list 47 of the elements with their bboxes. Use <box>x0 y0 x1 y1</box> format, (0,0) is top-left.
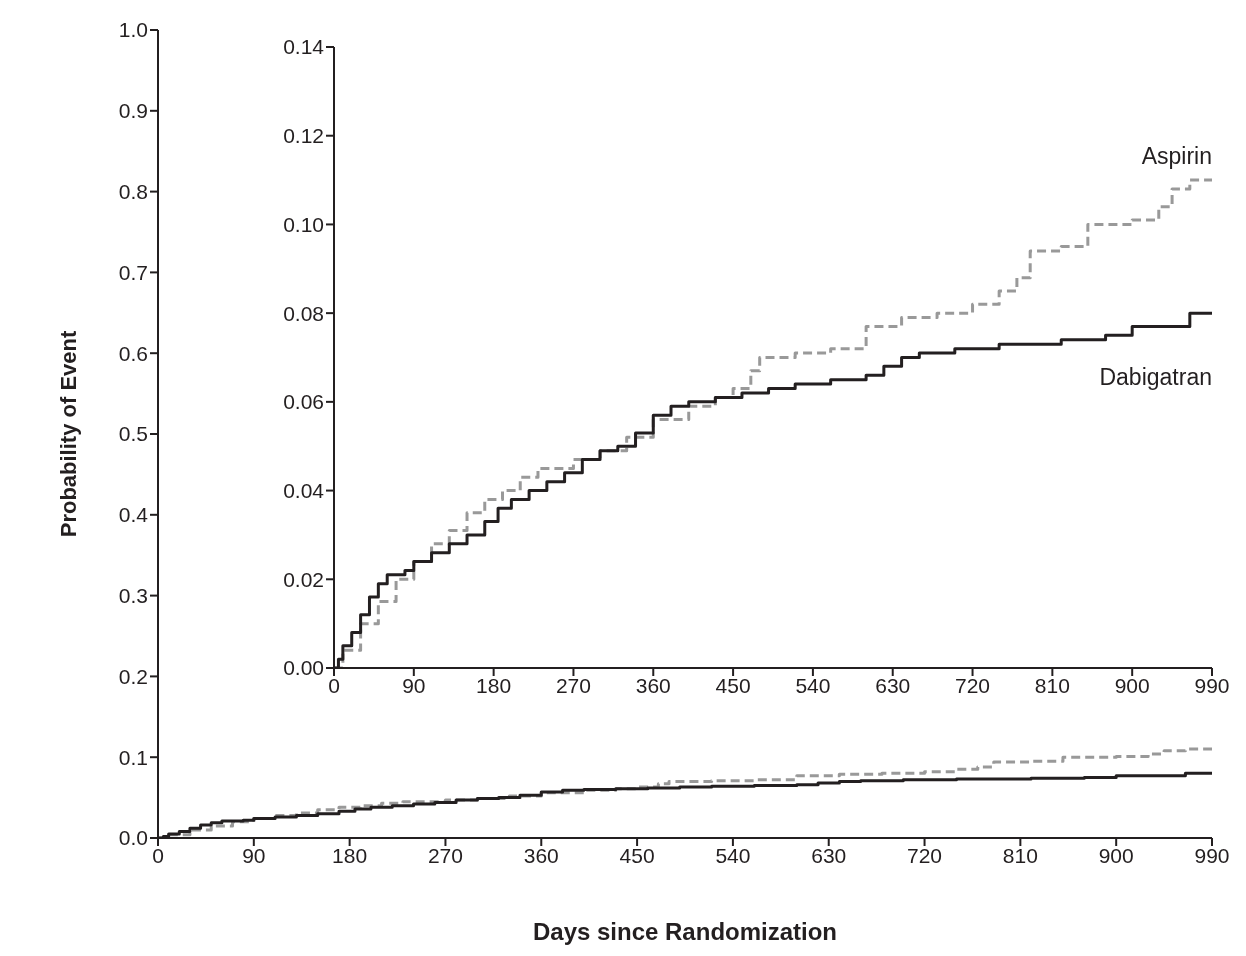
x-tick-label: 810 <box>1034 673 1070 697</box>
x-tick-label: 540 <box>795 673 831 697</box>
x-tick-label: 630 <box>875 673 911 697</box>
x-tick-label: 180 <box>476 673 512 697</box>
y-tick-label: 0.14 <box>283 35 325 59</box>
x-axis-title: Days since Randomization <box>532 918 838 945</box>
x-tick-label: 90 <box>402 673 426 697</box>
y-tick-label: 0.6 <box>118 341 148 365</box>
x-tick-label: 450 <box>619 843 655 867</box>
x-tick-label: 990 <box>1194 843 1230 867</box>
x-tick-label: 270 <box>427 843 463 867</box>
x-tick-label: 360 <box>523 843 559 867</box>
y-tick-label: 0.2 <box>118 664 148 688</box>
y-tick-label: 0.00 <box>283 656 324 680</box>
y-tick-label: 0.06 <box>283 390 324 414</box>
y-tick-label: 0.9 <box>118 99 148 123</box>
y-tick-label: 0.02 <box>283 567 324 591</box>
y-tick-label: 0.1 <box>118 745 148 769</box>
x-tick-label: 360 <box>635 673 671 697</box>
y-tick-label: 0.08 <box>283 301 324 325</box>
x-tick-label: 450 <box>715 673 751 697</box>
y-tick-label: 0.7 <box>118 260 148 284</box>
x-tick-label: 270 <box>555 673 591 697</box>
y-tick-label: 0.4 <box>118 503 149 527</box>
x-tick-label: 0 <box>152 843 164 867</box>
y-tick-label: 0.04 <box>283 479 325 503</box>
y-tick-label: 0.0 <box>118 826 148 850</box>
series-label: Aspirin <box>1141 143 1212 170</box>
y-tick-label: 0.8 <box>118 180 148 204</box>
x-tick-label: 630 <box>811 843 847 867</box>
x-tick-label: 540 <box>715 843 751 867</box>
series-label: Dabigatran <box>1099 364 1212 391</box>
y-tick-label: 0.10 <box>283 212 324 236</box>
x-tick-label: 810 <box>1002 843 1038 867</box>
y-tick-label: 0.3 <box>118 584 148 608</box>
x-tick-label: 720 <box>955 673 991 697</box>
y-tick-label: 1.0 <box>118 18 148 42</box>
x-tick-label: 0 <box>328 673 340 697</box>
y-tick-label: 0.5 <box>118 422 148 446</box>
x-tick-label: 900 <box>1098 843 1134 867</box>
x-tick-label: 180 <box>332 843 368 867</box>
x-tick-label: 90 <box>242 843 266 867</box>
x-tick-label: 720 <box>907 843 943 867</box>
y-axis-title: Probability of Event <box>55 330 81 538</box>
x-tick-label: 900 <box>1114 673 1150 697</box>
x-tick-label: 990 <box>1194 673 1230 697</box>
y-tick-label: 0.12 <box>283 124 324 148</box>
